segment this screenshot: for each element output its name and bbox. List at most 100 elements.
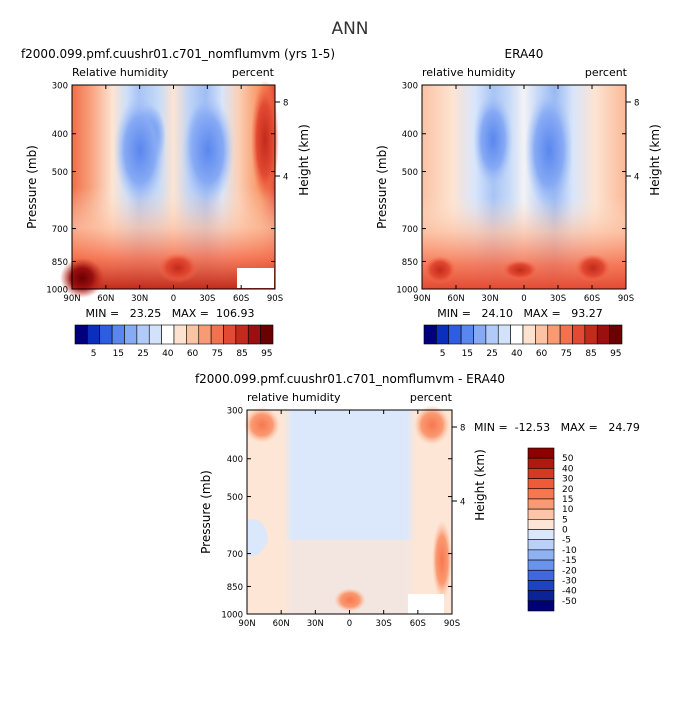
colorbar-label: 60	[187, 349, 199, 359]
colorbar-label: 5	[440, 349, 446, 359]
panel-diff-stats: MIN = -12.53 MAX = 24.79	[474, 421, 640, 434]
colorbar-label: 15	[113, 349, 124, 359]
colorbar-swatch	[527, 559, 555, 571]
colorbar-label: -10	[562, 546, 577, 556]
colorbar-label: 15	[562, 495, 573, 505]
x-tick-label: 60N	[447, 294, 464, 304]
panel-obs-ylabel: Pressure (mb)	[375, 145, 389, 229]
colorbar-label: 60	[536, 349, 548, 359]
colorbar-swatch	[99, 324, 113, 345]
x-tick-label: 30N	[481, 294, 498, 304]
colorbar-label: 5	[562, 515, 568, 525]
x-tick-label: 30S	[376, 619, 392, 629]
colorbar-label: -15	[562, 556, 577, 566]
colorbar-swatch	[527, 498, 555, 510]
x-tick-label: 60S	[410, 619, 426, 629]
panel-diff-ylabel: Pressure (mb)	[199, 470, 213, 554]
colorbar-swatch	[161, 324, 175, 345]
colorbar-swatch	[74, 324, 88, 345]
colorbar-swatch	[148, 324, 162, 345]
height-tick-label: 4	[634, 173, 639, 183]
colorbar-swatch	[527, 488, 555, 500]
x-tick-label: 30N	[131, 294, 148, 304]
colorbar-swatch	[527, 447, 555, 459]
y-tick-label: 300	[227, 407, 243, 417]
panel-model-variable: Relative humidity	[72, 66, 169, 79]
x-tick-label: 0	[347, 619, 352, 629]
panel-diff-ylabel-right: Height (km)	[473, 449, 487, 520]
colorbar-swatch	[527, 569, 555, 581]
colorbar-swatch	[198, 324, 212, 345]
panel-diff-variable: relative humidity	[247, 391, 341, 404]
panel-obs-field	[422, 85, 626, 289]
colorbar-swatch	[527, 590, 555, 602]
colorbar-swatch	[596, 324, 610, 345]
x-tick-label: 90S	[618, 294, 634, 304]
colorbar-label: 75	[561, 349, 572, 359]
colorbar-label: -30	[562, 576, 577, 586]
x-tick-label: 90N	[413, 294, 430, 304]
colorbar-swatch	[527, 600, 555, 612]
colorbar-swatch	[473, 324, 487, 345]
colorbar-swatch	[124, 324, 138, 345]
y-tick-label: 850	[402, 258, 418, 268]
height-tick-label: 8	[460, 424, 465, 434]
colorbar-swatch	[460, 324, 474, 345]
colorbar-label: 20	[562, 485, 574, 495]
y-tick-label: 1000	[46, 286, 68, 296]
colorbar-swatch	[111, 324, 125, 345]
colorbar-swatch	[527, 457, 555, 469]
colorbar-label: 40	[511, 349, 523, 359]
y-tick-label: 700	[52, 225, 68, 235]
colorbar-swatch	[522, 324, 536, 345]
y-tick-label: 400	[52, 130, 68, 140]
y-tick-label: 500	[52, 168, 68, 178]
colorbar-swatch	[87, 324, 101, 345]
panel-model-stats: MIN = 23.25 MAX = 106.93	[86, 307, 255, 320]
colorbar-swatch	[527, 529, 555, 540]
colorbar-swatch	[572, 324, 586, 345]
colorbar-swatch	[527, 549, 555, 561]
colorbar-label: 10	[562, 505, 574, 515]
panel-model: f2000.099.pmf.cuushr01.c701_nomflumvm (y…	[21, 47, 335, 359]
y-tick-label: 300	[52, 82, 68, 92]
colorbar-label: -40	[562, 587, 577, 597]
colorbar-label: 30	[562, 475, 574, 485]
x-tick-label: 60S	[233, 294, 249, 304]
y-tick-label: 500	[227, 493, 243, 503]
colorbar-label: 40	[562, 464, 574, 474]
x-tick-label: 30S	[199, 294, 215, 304]
colorbar-swatch	[223, 324, 237, 345]
colorbar-label: 5	[91, 349, 97, 359]
panel-diff: f2000.099.pmf.cuushr01.c701_nomflumvm - …	[195, 372, 640, 629]
height-tick-label: 8	[634, 99, 639, 109]
colorbar-label: 40	[162, 349, 174, 359]
colorbar-label: -5	[562, 536, 571, 546]
colorbar-swatch	[136, 324, 150, 345]
colorbar-label: 95	[261, 349, 272, 359]
colorbar-label: -20	[562, 566, 577, 576]
x-tick-label: 30S	[550, 294, 566, 304]
panel-model-field	[60, 80, 279, 298]
x-tick-label: 90N	[63, 294, 80, 304]
height-tick-label: 4	[460, 498, 465, 508]
colorbar-label: 75	[212, 349, 223, 359]
panel-model-title: f2000.099.pmf.cuushr01.c701_nomflumvm (y…	[21, 47, 335, 61]
panel-diff-field	[244, 405, 452, 614]
colorbar-label: 0	[562, 526, 568, 536]
y-tick-label: 400	[227, 455, 243, 465]
colorbar-swatch	[535, 324, 549, 345]
height-tick-label: 4	[283, 173, 288, 183]
colorbar-swatch	[210, 324, 224, 345]
panel-diff-title: f2000.099.pmf.cuushr01.c701_nomflumvm - …	[195, 372, 505, 386]
colorbar-swatch	[527, 468, 555, 479]
colorbar-swatch	[547, 324, 561, 345]
y-tick-label: 700	[402, 225, 418, 235]
y-tick-label: 500	[402, 168, 418, 178]
x-tick-label: 0	[171, 294, 176, 304]
colorbar-label: 50	[562, 454, 574, 464]
y-tick-label: 300	[402, 82, 418, 92]
colorbar-swatch	[260, 324, 274, 345]
panel-obs: ERA40 relative humidity percent Pressure…	[375, 47, 662, 359]
